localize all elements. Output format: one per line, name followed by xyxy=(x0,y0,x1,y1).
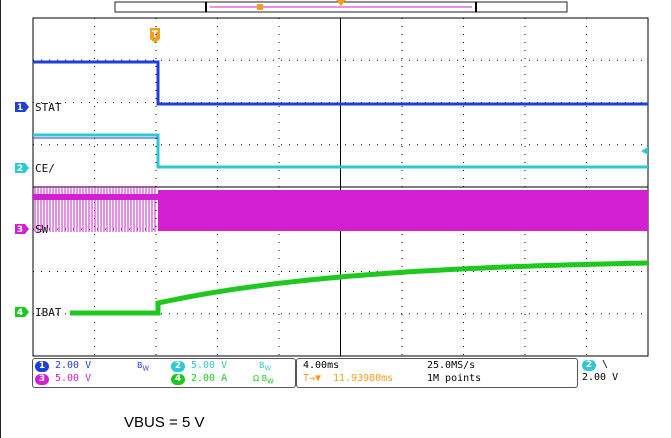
ch1-label: STAT xyxy=(35,101,62,114)
trigger-source-badge: 2 xyxy=(582,360,596,371)
record-length: 1M points xyxy=(427,373,482,384)
ch4-label: IBAT xyxy=(35,306,62,319)
trigger-box: 2 \ 2.00 V xyxy=(578,358,648,386)
svg-text:T: T xyxy=(152,30,159,40)
horizontal-scale: 4.00ms xyxy=(303,360,340,371)
ch3-ground-marker: 3 xyxy=(15,224,29,235)
ch4-scale: 2.00 A xyxy=(191,373,228,384)
ch1-scale: 2.00 V xyxy=(55,360,92,371)
ch1-ground-marker: 1 xyxy=(15,102,29,113)
ch1-waveform xyxy=(33,60,648,106)
ch4-badge: 4 xyxy=(171,374,185,385)
trigger-slope-icon: \ xyxy=(602,359,609,370)
trigger-position-icon: T→▼ xyxy=(303,373,322,384)
ch4-ground-marker: 4 xyxy=(15,307,29,318)
trigger-level: 2.00 V xyxy=(582,372,619,383)
ch2-badge: 2 xyxy=(171,361,185,372)
ch3-label: SW xyxy=(35,223,49,236)
ch1-badge: 1 xyxy=(35,361,49,372)
trigger-level-icon xyxy=(641,147,648,155)
svg-text:2: 2 xyxy=(17,164,23,174)
ch2-label: CE/ xyxy=(35,162,55,175)
readout-panel: 1 2.00 V BW 2 5.00 V BW 3 5.00 V 4 2.00 … xyxy=(32,358,648,388)
ch4-waveform xyxy=(70,260,649,316)
scope-display: T 1 STAT 2 CE/ xyxy=(15,0,649,357)
caption: VBUS = 5 V xyxy=(124,414,205,431)
record-trigger-icon xyxy=(257,4,263,10)
vertical-scale-box: 1 2.00 V BW 2 5.00 V BW 3 5.00 V 4 2.00 … xyxy=(32,358,296,388)
ch3-scale: 5.00 V xyxy=(55,373,92,384)
ch3-waveform xyxy=(33,186,648,232)
svg-text:1: 1 xyxy=(17,103,23,113)
svg-text:4: 4 xyxy=(17,308,23,318)
ch3-badge: 3 xyxy=(35,374,49,385)
trigger-marker-icon: T xyxy=(150,28,160,43)
svg-text:3: 3 xyxy=(17,225,23,235)
ch2-bandwidth-icon: BW xyxy=(259,361,272,373)
bandwidth-limit-icon: BW xyxy=(137,361,150,373)
ch2-scale: 5.00 V xyxy=(191,360,228,371)
ch4-probe-icon: Ω BW xyxy=(253,374,274,386)
timebase-box: 4.00ms 25.0MS/s T→▼ 11.93980ms 1M points xyxy=(296,358,578,388)
sample-rate: 25.0MS/s xyxy=(427,360,476,371)
horizontal-position-icon xyxy=(336,0,346,6)
left-border xyxy=(0,0,1,438)
ch2-waveform xyxy=(33,133,648,169)
ch2-ground-marker: 2 xyxy=(15,163,29,174)
trigger-position: 11.93980ms xyxy=(333,373,394,384)
